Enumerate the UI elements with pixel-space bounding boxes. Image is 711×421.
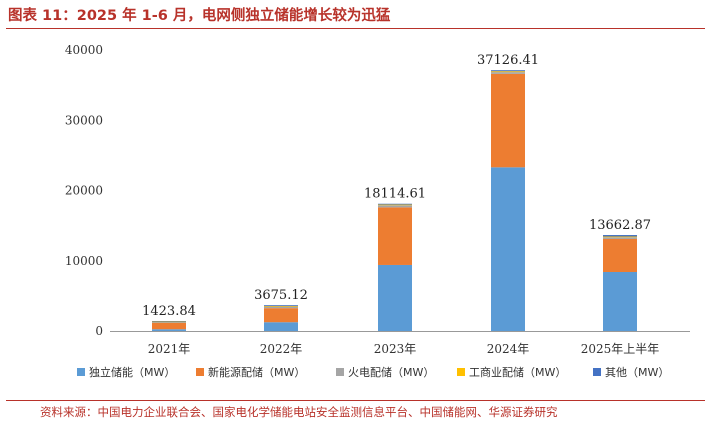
bar-segment xyxy=(491,70,525,72)
bar-segment xyxy=(264,305,298,306)
bar-segment xyxy=(152,329,186,331)
stacked-bar-chart: 0 10000 20000 30000 40000 1423.84 3675.12 1811… xyxy=(65,43,690,379)
y-axis-ticks: 0 10000 20000 30000 40000 xyxy=(65,43,103,338)
bar-total-label: 13662.87 xyxy=(589,218,651,233)
x-tick-label: 2024年 xyxy=(487,342,530,356)
total-labels: 1423.84 3675.12 18114.61 37126.41 13662.87 xyxy=(142,53,651,319)
bar-segment xyxy=(152,321,186,323)
bar-total-label: 1423.84 xyxy=(142,304,196,319)
bar-segment xyxy=(378,207,412,265)
legend-label: 工商业配储（MW） xyxy=(469,365,566,379)
legend-label: 火电配储（MW） xyxy=(348,365,434,379)
bar-segment xyxy=(152,321,186,323)
x-tick-label: 2025年上半年 xyxy=(581,342,660,356)
bar-segment xyxy=(152,322,186,330)
y-tick-label: 20000 xyxy=(65,184,103,198)
footer-rule xyxy=(6,400,705,401)
legend-label: 独立储能（MW） xyxy=(89,365,175,379)
bar-total-label: 3675.12 xyxy=(254,288,308,303)
bar-segment xyxy=(491,73,525,168)
y-tick-label: 40000 xyxy=(65,43,103,57)
bar-segment xyxy=(491,167,525,331)
x-tick-label: 2022年 xyxy=(260,342,303,356)
bar-segment xyxy=(603,236,637,238)
x-tick-label: 2023年 xyxy=(374,342,417,356)
y-tick-label: 30000 xyxy=(65,113,103,127)
legend: 独立储能（MW） 新能源配储（MW） 火电配储（MW） 工商业配储（MW） 其他（MW） xyxy=(77,365,669,379)
legend-label: 新能源配储（MW） xyxy=(208,365,305,379)
legend-swatch xyxy=(196,368,204,376)
bar-total-label: 37126.41 xyxy=(477,53,539,68)
bar-segment xyxy=(603,235,637,237)
legend-swatch xyxy=(593,368,601,376)
bar-segment xyxy=(264,305,298,307)
bar-segment xyxy=(378,204,412,206)
x-tick-label: 2021年 xyxy=(148,342,191,356)
bar-segment xyxy=(491,72,525,74)
bar-segment xyxy=(603,238,637,272)
source-note: 资料来源：中国电力企业联合会、国家电化学储能电站安全监测信息平台、中国储能网、华… xyxy=(40,405,558,419)
legend-swatch xyxy=(457,368,465,376)
bar-total-label: 18114.61 xyxy=(364,187,426,202)
y-tick-label: 10000 xyxy=(65,254,103,268)
bar-segment xyxy=(378,264,412,331)
bar-segment xyxy=(603,237,637,239)
bar-segment xyxy=(378,205,412,208)
chart-title: 图表 11：2025 年 1-6 月，电网侧独立储能增长较为迅猛 xyxy=(8,8,391,24)
title-rule xyxy=(6,28,705,29)
bar-segment xyxy=(264,306,298,309)
x-axis-ticks: 2021年 2022年 2023年 2024年 2025年上半年 xyxy=(148,342,660,356)
bar-segment xyxy=(264,308,298,323)
legend-label: 其他（MW） xyxy=(605,366,669,379)
bar-segment xyxy=(152,320,186,322)
bar-segment xyxy=(378,203,412,205)
bars xyxy=(152,70,637,331)
legend-swatch xyxy=(336,368,344,376)
legend-swatch xyxy=(77,368,85,376)
y-tick-label: 0 xyxy=(95,324,103,338)
bar-segment xyxy=(603,271,637,331)
bar-segment xyxy=(264,322,298,331)
bar-segment xyxy=(491,71,525,73)
